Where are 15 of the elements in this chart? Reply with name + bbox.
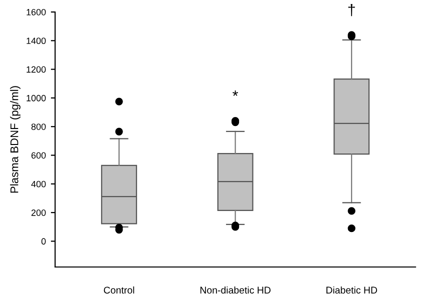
y-tick-label: 400 — [31, 180, 46, 188]
x-tick-label: Diabetic HD — [326, 286, 378, 294]
x-tick-label: Control — [104, 286, 134, 294]
annotation: * — [232, 90, 238, 96]
y-tick-label: 0 — [41, 238, 46, 245]
y-tick-label: 800 — [31, 124, 46, 130]
annotation: † — [348, 4, 355, 16]
y-tick-label: 1400 — [26, 38, 46, 44]
y-axis-title: Plasma BDNF (pg/ml) — [10, 86, 20, 193]
y-tick-label: 1000 — [26, 94, 46, 102]
y-tick-label: 1200 — [26, 66, 46, 73]
x-tick-label: Non-diabetic HD — [200, 286, 271, 294]
y-tick-label: 1600 — [26, 8, 46, 16]
y-tick-label: 200 — [31, 210, 46, 216]
y-tick-label: 600 — [31, 152, 46, 159]
